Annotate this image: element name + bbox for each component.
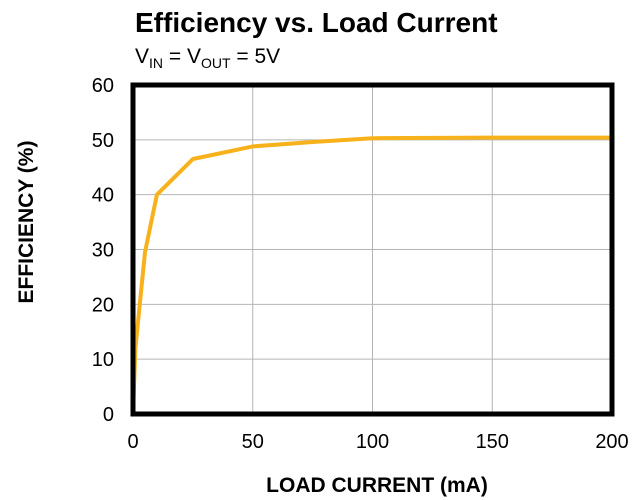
chart-title: Efficiency vs. Load Current bbox=[135, 7, 498, 38]
x-tick-label: 200 bbox=[595, 431, 628, 453]
x-tick-label: 150 bbox=[476, 431, 509, 453]
grid-lines bbox=[133, 85, 612, 414]
x-tick-label: 50 bbox=[242, 431, 264, 453]
series-layer bbox=[131, 135, 614, 416]
subtitle-vin-sub: IN bbox=[149, 55, 163, 71]
subtitle-eq2: = 5V bbox=[231, 45, 281, 68]
y-tick-label: 30 bbox=[92, 240, 114, 262]
x-tick-label: 100 bbox=[356, 431, 389, 453]
y-tick-label: 20 bbox=[92, 294, 114, 316]
y-tick-label: 10 bbox=[92, 349, 114, 371]
y-tick-label: 40 bbox=[92, 185, 114, 207]
x-tick-label: 0 bbox=[127, 431, 138, 453]
y-tick-label: 50 bbox=[92, 130, 114, 152]
y-axis-label: EFFICIENCY (%) bbox=[15, 141, 38, 304]
subtitle-vout-sub: OUT bbox=[201, 55, 231, 71]
chart-subtitle: VIN = VOUT = 5V bbox=[135, 45, 280, 71]
y-tick-label: 0 bbox=[103, 404, 114, 426]
plot-frame bbox=[130, 82, 615, 417]
x-tick-labels: 0 50 100 150 200 bbox=[127, 431, 628, 453]
subtitle-eq1: = V bbox=[163, 45, 201, 68]
efficiency-series-line bbox=[131, 135, 614, 416]
y-tick-label: 60 bbox=[92, 75, 114, 97]
y-tick-labels: 0 10 20 30 40 50 60 bbox=[92, 75, 114, 426]
subtitle-v1: V bbox=[135, 45, 149, 68]
x-axis-label: LOAD CURRENT (mA) bbox=[266, 474, 488, 497]
